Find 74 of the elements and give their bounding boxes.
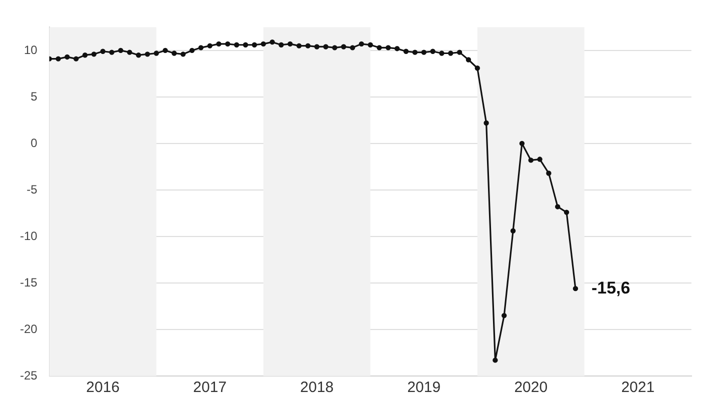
point [546, 170, 552, 176]
point [403, 48, 409, 54]
point [502, 312, 507, 318]
point [180, 52, 186, 57]
y-tick-label: 0 [30, 136, 38, 150]
y-tick-label: -10 [20, 228, 38, 243]
point [225, 41, 230, 47]
point [341, 44, 346, 50]
point [172, 50, 177, 56]
point [154, 50, 159, 56]
point [100, 48, 106, 54]
point [555, 204, 560, 210]
y-tick-label: -5 [26, 182, 38, 196]
point [358, 41, 364, 47]
point [421, 50, 426, 55]
point [537, 156, 542, 162]
point [127, 50, 132, 55]
point [198, 45, 204, 50]
point [118, 48, 124, 54]
point [368, 42, 373, 48]
point [296, 43, 302, 48]
point [234, 42, 240, 48]
point [466, 57, 472, 62]
y-tick-label: 10 [24, 42, 38, 57]
point [510, 228, 516, 234]
point [252, 42, 258, 48]
point [386, 45, 391, 50]
annotation: -15,6 [591, 278, 630, 298]
point [528, 158, 534, 163]
y-tick-label: -25 [20, 368, 38, 382]
point [109, 50, 114, 55]
point [394, 46, 400, 52]
point [412, 50, 418, 55]
point [270, 39, 275, 45]
y-tick-label: -15 [20, 275, 38, 290]
point [260, 41, 266, 47]
x-tick-label: 2017 [193, 379, 227, 396]
point [305, 43, 311, 48]
y-tick-label: -20 [20, 322, 38, 336]
point [82, 52, 88, 58]
point [519, 140, 525, 146]
point [439, 50, 444, 56]
point [484, 120, 489, 126]
point [189, 48, 195, 54]
point [456, 50, 462, 55]
point [278, 42, 284, 48]
point [73, 56, 79, 62]
point [207, 43, 212, 48]
point [564, 210, 570, 215]
point [332, 45, 338, 50]
point [162, 48, 168, 54]
point [64, 54, 70, 60]
x-tick-label: 2020 [514, 379, 548, 396]
point [242, 42, 248, 48]
point [350, 45, 356, 50]
point [572, 286, 578, 292]
point [430, 48, 436, 54]
point [376, 45, 382, 50]
point [56, 56, 61, 62]
x-tick-label: 2019 [407, 379, 441, 396]
point [144, 52, 150, 57]
point [448, 50, 454, 56]
x-tick-label: 2018 [300, 379, 334, 396]
point [323, 44, 328, 50]
point [492, 358, 498, 363]
point [91, 52, 97, 57]
point [136, 52, 142, 58]
x-tick-label: 2016 [86, 379, 120, 396]
y-tick-label: 5 [30, 89, 38, 104]
point [288, 41, 293, 47]
point [474, 66, 480, 71]
point [314, 44, 320, 50]
x-tick-label: 2021 [621, 379, 655, 396]
point [216, 41, 222, 47]
